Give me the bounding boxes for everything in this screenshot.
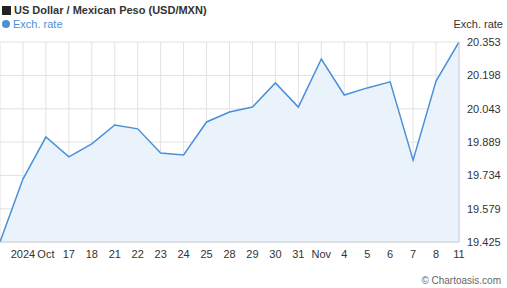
svg-text:19.425: 19.425 (467, 236, 499, 248)
svg-text:19.734: 19.734 (467, 169, 499, 181)
svg-text:19.579: 19.579 (467, 203, 499, 215)
svg-text:30: 30 (269, 248, 281, 260)
svg-text:21: 21 (109, 248, 121, 260)
svg-text:11: 11 (453, 248, 464, 260)
svg-text:31: 31 (292, 248, 304, 260)
svg-text:20.353: 20.353 (467, 36, 499, 48)
svg-text:19.889: 19.889 (467, 136, 499, 148)
svg-text:17: 17 (63, 248, 75, 260)
svg-text:5: 5 (364, 248, 370, 260)
svg-text:25: 25 (200, 248, 212, 260)
svg-text:2024: 2024 (11, 248, 35, 260)
svg-text:18: 18 (86, 248, 98, 260)
svg-text:Oct: Oct (37, 248, 54, 260)
html-text:© Chartoasis.com: © Chartoasis.com (421, 275, 501, 286)
svg-text:24: 24 (177, 248, 189, 260)
svg-text:23: 23 (155, 248, 167, 260)
svg-text:Nov: Nov (312, 248, 332, 260)
svg-text:4: 4 (341, 248, 347, 260)
svg-text:20.198: 20.198 (467, 69, 499, 81)
svg-text:7: 7 (410, 248, 416, 260)
svg-text:28: 28 (223, 248, 235, 260)
svg-text:22: 22 (132, 248, 144, 260)
html-text:Exch. rate: Exch. rate (13, 18, 63, 30)
html-text:US Dollar / Mexican Peso (USD/: US Dollar / Mexican Peso (USD/MXN) (14, 4, 207, 16)
svg-text:6: 6 (387, 248, 393, 260)
svg-text:20.043: 20.043 (467, 103, 499, 115)
svg-text:29: 29 (246, 248, 258, 260)
html-text:Exch. rate: Exch. rate (453, 18, 503, 30)
svg-text:8: 8 (433, 248, 439, 260)
